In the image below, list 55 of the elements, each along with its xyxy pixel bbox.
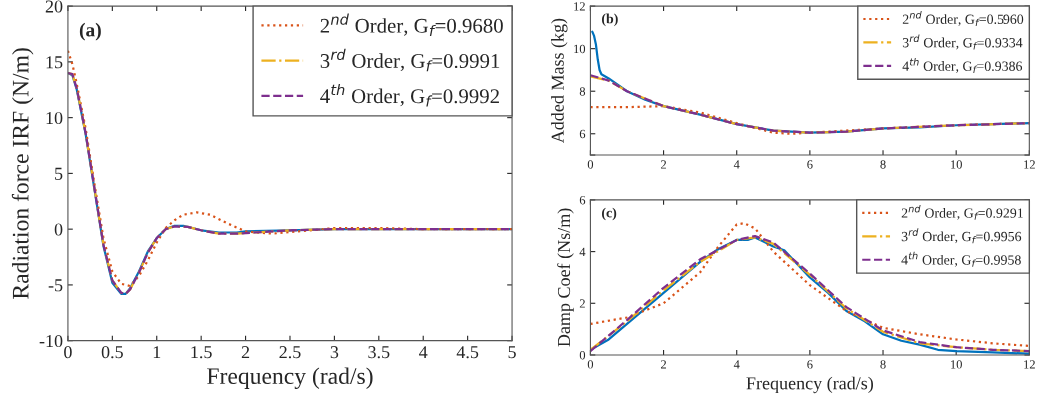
y-tick-label: 10	[574, 44, 586, 54]
annotation: (a)	[79, 22, 101, 41]
legend-label: 3$^{rd}$ Order, G$_{f}$=0.9334	[902, 34, 1023, 50]
y-tick-label: -5	[48, 279, 63, 292]
y-tick-label: 6	[579, 129, 586, 139]
x-tick-label: 8	[880, 160, 886, 169]
y-tick-label: -10	[39, 334, 63, 348]
x-tick-label: 4	[733, 160, 740, 169]
legend-label: 2$^{nd}$ Order, G$_{f}$=0.9291	[901, 204, 1023, 220]
y-tick-label: 2	[579, 299, 585, 308]
legend-label: 4$^{th}$ Order, G$_{f}$=0.9386	[902, 58, 1023, 74]
x-axis-title: Frequency (rad/s)	[207, 367, 373, 389]
x-tick-label: 10	[951, 360, 962, 369]
y-tick-label: 12	[574, 2, 585, 11]
y-tick-label: 20	[45, 0, 63, 13]
y-axis-title: Added Mass (kg)	[551, 18, 568, 144]
x-tick-label: 2	[661, 360, 667, 369]
legend-label: 2$^{nd}$ Order, G$_{f}$=0.9680	[320, 13, 503, 37]
y-tick-label: 6	[579, 195, 586, 205]
x-tick-label: 1.5	[191, 346, 212, 359]
x-tick-label: 3.5	[368, 346, 390, 359]
y-tick-label: 15	[46, 56, 63, 69]
x-tick-label: 6	[807, 360, 813, 369]
x-tick-label: 5	[508, 346, 516, 359]
legend-label: 4$^{th}$ Order, G$_{f}$=0.9958	[901, 251, 1021, 267]
annotation: (c)	[602, 207, 617, 221]
x-tick-label: 4	[419, 346, 428, 359]
annotation: (b)	[602, 13, 618, 27]
x-tick-label: 2	[241, 346, 250, 359]
x-tick-label: 0	[587, 360, 594, 369]
x-tick-label: 2	[661, 160, 667, 169]
x-tick-label: 0	[64, 346, 72, 359]
y-tick-label: 0	[54, 223, 63, 236]
legend-label: 3$^{rd}$ Order, G$_{f}$=0.9991	[320, 48, 500, 72]
x-tick-label: 0	[587, 160, 594, 169]
x-tick-label: 10	[951, 160, 962, 169]
legend-label: 3$^{rd}$ Order, G$_{f}$=0.9956	[901, 228, 1022, 244]
x-tick-label: 6	[807, 160, 813, 169]
legend-label: 2$^{nd}$ Order, G$_{f}$=0.5960	[902, 11, 1024, 27]
y-axis-title: Damp Coef (Ns/m)	[557, 208, 574, 347]
x-tick-label: 8	[880, 360, 886, 369]
y-axis-title: Radiation force IRF (N/m)	[11, 48, 34, 299]
x-tick-label: 0.5	[101, 346, 123, 359]
y-tick-label: 10	[46, 111, 63, 125]
y-tick-label: 8	[579, 87, 586, 96]
x-tick-label: 4	[733, 360, 740, 369]
x-tick-label: 1	[153, 346, 161, 359]
x-tick-label: 4.5	[456, 346, 479, 359]
x-tick-label: 3	[330, 346, 339, 359]
x-tick-label: 12	[1024, 360, 1035, 369]
x-tick-label: 12	[1024, 160, 1035, 169]
x-tick-label: 2.5	[279, 346, 301, 359]
x-axis-title: Frequency (rad/s)	[746, 376, 873, 394]
legend-label: 4$^{th}$ Order, G$_{f}$=0.9992	[320, 83, 499, 107]
y-tick-label: 4	[579, 247, 586, 256]
